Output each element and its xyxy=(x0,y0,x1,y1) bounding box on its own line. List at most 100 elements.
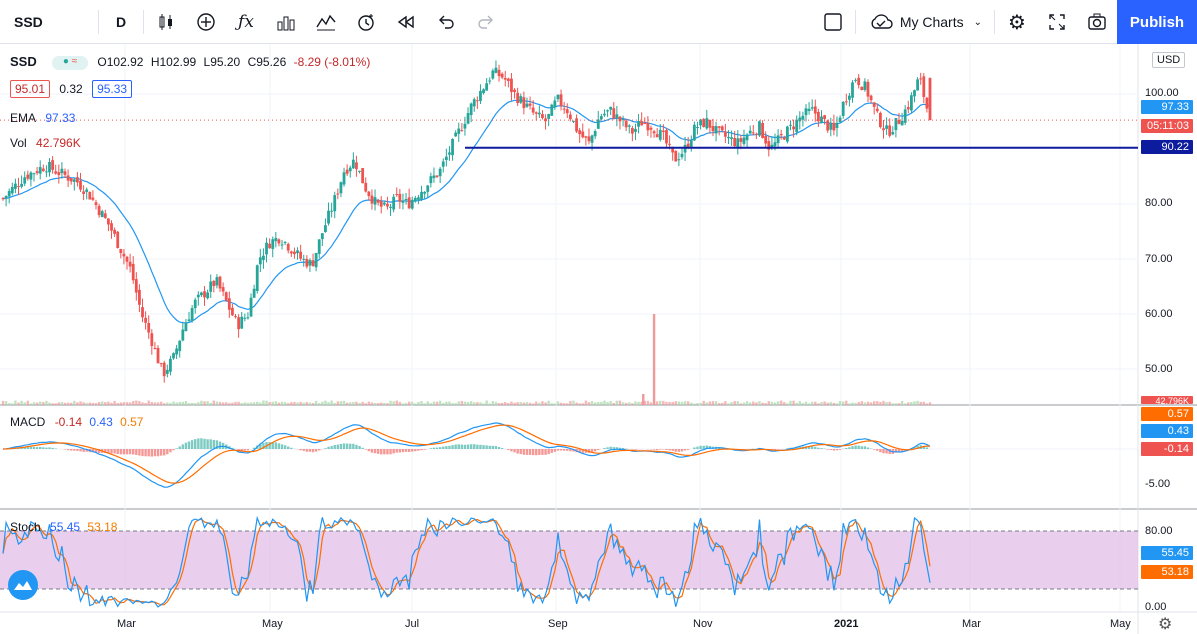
candle-body xyxy=(243,317,247,319)
candle-body xyxy=(919,78,923,80)
volume-bar xyxy=(758,401,761,405)
volume-bar xyxy=(231,402,234,405)
candle-body xyxy=(801,115,805,120)
volume-bar xyxy=(110,402,113,405)
macd-hist-bar xyxy=(448,445,451,449)
bid-button[interactable]: 95.01 xyxy=(10,80,51,98)
candle-body xyxy=(125,256,129,262)
chart-canvas[interactable] xyxy=(0,44,1197,634)
ask-button[interactable]: 95.33 xyxy=(92,80,133,98)
macd-hist-bar xyxy=(361,447,364,449)
candles-icon[interactable] xyxy=(146,0,186,44)
volume-bar xyxy=(776,401,780,405)
axis-settings-gear-icon[interactable]: ⚙ xyxy=(1158,616,1173,633)
stoch-d-tag: 53.18 xyxy=(1141,565,1193,579)
volume-bar xyxy=(48,402,51,405)
camera-icon[interactable] xyxy=(1077,0,1117,44)
eye-toggle-icon[interactable]: ● ≈ xyxy=(52,55,89,70)
volume-bar xyxy=(643,400,646,405)
candle-body xyxy=(147,323,151,333)
macd-hist-bar xyxy=(885,449,888,454)
volume-bar xyxy=(386,403,389,405)
add-indicator-icon[interactable] xyxy=(186,0,226,44)
candle-body xyxy=(159,363,163,365)
volume-bar xyxy=(910,401,913,405)
candle-body xyxy=(395,194,399,196)
volume-bar xyxy=(848,403,851,405)
volume-bar xyxy=(476,402,479,405)
layout-square-icon[interactable] xyxy=(813,0,853,44)
replay-icon[interactable] xyxy=(386,0,426,44)
redo-icon[interactable] xyxy=(466,0,506,44)
candle-body xyxy=(14,183,17,189)
candle-body xyxy=(277,239,281,244)
candle-body xyxy=(547,114,551,119)
volume-bar xyxy=(662,400,665,405)
fullscreen-icon[interactable] xyxy=(1037,0,1077,44)
symbol-search[interactable]: SSD xyxy=(14,13,43,30)
volume-bar xyxy=(252,402,256,405)
price-tick: 80.00 xyxy=(1145,197,1173,209)
volume-spike-bar xyxy=(652,314,656,405)
my-charts-button[interactable]: My Charts ⌄ xyxy=(858,13,992,31)
volume-bar xyxy=(454,403,457,405)
candle-body xyxy=(599,116,603,120)
volume-bar xyxy=(318,403,321,405)
macd-hist-bar xyxy=(122,449,126,455)
interval-button[interactable]: D xyxy=(115,13,127,30)
macd-tick: -5.00 xyxy=(1145,478,1171,490)
macd-hist-bar xyxy=(525,449,529,455)
candle-body xyxy=(702,118,706,127)
candle-body xyxy=(922,76,926,97)
macd-hist-bar xyxy=(119,449,123,455)
candle-body xyxy=(711,126,715,132)
currency-label[interactable]: USD xyxy=(1152,52,1186,68)
volume-bar xyxy=(457,401,460,405)
macd-hist-bar xyxy=(686,449,690,450)
macd-hist-bar xyxy=(342,443,346,449)
settings-gear-icon[interactable]: ⚙ xyxy=(1008,11,1026,34)
publish-button[interactable]: Publish xyxy=(1117,0,1197,44)
volume-bar xyxy=(742,402,746,405)
candle-body xyxy=(330,210,334,212)
macd-hist-bar xyxy=(51,447,54,449)
candle-body xyxy=(568,114,572,120)
alert-clock-icon[interactable] xyxy=(346,0,386,44)
macd-hist-bar xyxy=(386,449,389,455)
macd-hist-bar xyxy=(383,449,386,455)
undo-icon[interactable] xyxy=(426,0,466,44)
macd-hist-bar xyxy=(705,445,708,449)
macd-hist-bar xyxy=(696,446,699,449)
volume-bar xyxy=(125,402,129,405)
macd-hist-bar xyxy=(659,449,662,450)
candle-body xyxy=(7,191,11,197)
indicators-icon[interactable] xyxy=(306,0,346,44)
function-icon[interactable]: ƒx xyxy=(238,11,254,32)
volume-bar xyxy=(132,401,135,405)
volume-bar xyxy=(333,403,336,405)
macd-hist-bar xyxy=(634,449,637,450)
spread-value: 0.32 xyxy=(59,82,83,96)
candle-body xyxy=(107,218,110,225)
volume-bar xyxy=(218,402,222,405)
time-tick: May xyxy=(1110,618,1131,630)
macd-hist-bar xyxy=(516,449,519,454)
candle-body xyxy=(441,161,445,167)
candle-body xyxy=(231,307,234,316)
macd-hist-bar xyxy=(194,439,197,449)
brand-logo-icon[interactable] xyxy=(8,570,38,600)
macd-hist-bar xyxy=(652,449,656,450)
volume-bar xyxy=(798,401,801,405)
candle-body xyxy=(863,81,867,90)
macd-hist-bar xyxy=(513,449,516,453)
candle-body xyxy=(280,244,284,246)
volume-bar xyxy=(764,403,767,405)
volume-bar xyxy=(488,403,491,405)
macd-hist-bar xyxy=(373,449,377,454)
volume-bar xyxy=(919,401,922,405)
macd-hist-bar xyxy=(612,447,615,449)
candle-body xyxy=(689,140,693,147)
bar-chart-icon[interactable] xyxy=(266,0,306,44)
candle-body xyxy=(593,131,597,137)
volume-bar xyxy=(792,400,795,405)
